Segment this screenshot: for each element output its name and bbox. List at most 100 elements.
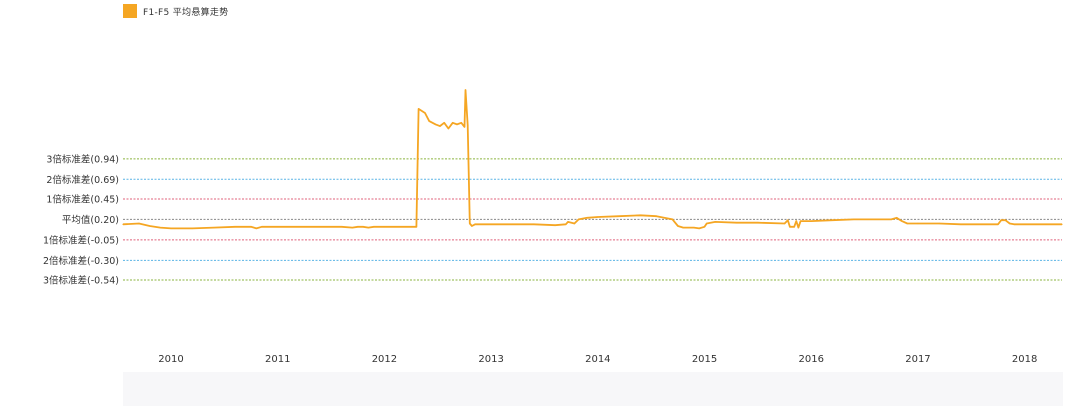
reference-label-0: 3倍标准差(0.94) <box>46 153 119 165</box>
reference-label-2: 1倍标准差(0.45) <box>46 193 119 205</box>
reference-label-1: 2倍标准差(0.69) <box>46 174 119 186</box>
data-point <box>362 226 364 228</box>
data-point <box>469 222 471 225</box>
data-point <box>511 223 514 225</box>
data-point <box>463 126 466 128</box>
data-point <box>367 227 369 229</box>
x-tick-label: 2016 <box>799 354 824 365</box>
data-point <box>853 218 855 220</box>
data-point <box>1000 219 1002 221</box>
data-point <box>793 226 795 228</box>
data-point <box>787 219 789 221</box>
data-point <box>471 225 473 227</box>
data-point <box>795 220 797 222</box>
chart-legend: F1-F5 平均悬算走势 <box>123 4 229 18</box>
data-point <box>1004 219 1007 221</box>
data-point <box>677 225 679 227</box>
data-point <box>682 227 684 229</box>
data-point <box>447 127 449 130</box>
data-point <box>341 226 343 228</box>
data-point <box>757 222 759 224</box>
data-point <box>917 222 919 225</box>
data-point <box>467 124 469 126</box>
data-point <box>418 108 420 110</box>
data-point <box>639 214 642 216</box>
data-point <box>810 220 812 222</box>
data-point <box>464 89 467 91</box>
reference-label-6: 3倍标准差(-0.54) <box>43 275 119 287</box>
data-point <box>698 227 700 229</box>
data-point <box>456 123 458 125</box>
data-point <box>1013 223 1015 225</box>
data-point <box>901 220 903 222</box>
data-point <box>938 222 940 225</box>
data-point <box>191 227 193 229</box>
data-point <box>424 112 426 114</box>
data-point <box>789 226 791 228</box>
data-point <box>213 227 215 229</box>
reference-label-5: 2倍标准差(-0.30) <box>43 255 119 267</box>
x-tick-label: 2015 <box>692 354 717 365</box>
data-point <box>443 122 445 124</box>
data-point <box>170 227 172 229</box>
legend-swatch <box>123 4 137 18</box>
data-point <box>357 226 359 228</box>
x-tick-label: 2017 <box>905 354 930 365</box>
data-point <box>655 215 658 217</box>
x-tick-label: 2013 <box>478 354 503 365</box>
data-point <box>567 221 569 223</box>
x-tick-label: 2018 <box>1012 354 1037 365</box>
data-point <box>586 217 588 219</box>
data-point <box>1024 223 1026 225</box>
data-point <box>554 224 556 226</box>
data-point <box>797 227 800 229</box>
reference-label-4: 1倍标准差(-0.05) <box>43 234 119 246</box>
data-point <box>784 222 786 225</box>
data-point <box>890 218 892 220</box>
data-point <box>138 222 140 225</box>
x-tick-label: 2011 <box>265 354 290 365</box>
bottom-band <box>123 372 1063 406</box>
data-point <box>261 226 263 228</box>
data-point <box>415 226 417 228</box>
data-point <box>394 226 396 228</box>
data-point <box>597 216 599 218</box>
data-point <box>981 223 983 225</box>
data-point <box>149 225 151 227</box>
data-point <box>428 120 430 122</box>
data-point <box>714 221 716 223</box>
data-point <box>234 226 236 228</box>
data-point <box>800 220 802 222</box>
data-point <box>578 218 580 220</box>
data-point <box>373 226 375 228</box>
legend-label: F1-F5 平均悬算走势 <box>143 7 229 18</box>
data-point <box>122 223 124 225</box>
data-point <box>298 226 300 228</box>
data-point <box>703 226 706 228</box>
data-point <box>693 227 695 229</box>
data-point <box>573 222 576 225</box>
data-point <box>159 227 161 229</box>
data-point <box>490 223 492 225</box>
data-point <box>874 218 876 220</box>
data-point <box>896 217 898 219</box>
x-tick-label: 2014 <box>585 354 610 365</box>
reference-label-3: 平均值(0.20) <box>62 214 119 226</box>
data-point <box>533 223 535 225</box>
data-point <box>736 222 738 224</box>
data-point <box>474 223 476 225</box>
data-point <box>1045 223 1047 225</box>
x-tick-label: 2012 <box>372 354 397 365</box>
data-point <box>460 122 462 124</box>
data-point <box>671 218 674 220</box>
data-point <box>405 226 407 228</box>
data-point <box>351 227 353 229</box>
data-point <box>439 125 441 127</box>
data-point <box>319 226 321 228</box>
data-point <box>435 123 437 125</box>
data-point <box>250 226 252 228</box>
data-point <box>452 122 454 124</box>
data-point <box>277 226 279 228</box>
series-line-0 <box>122 89 1062 230</box>
